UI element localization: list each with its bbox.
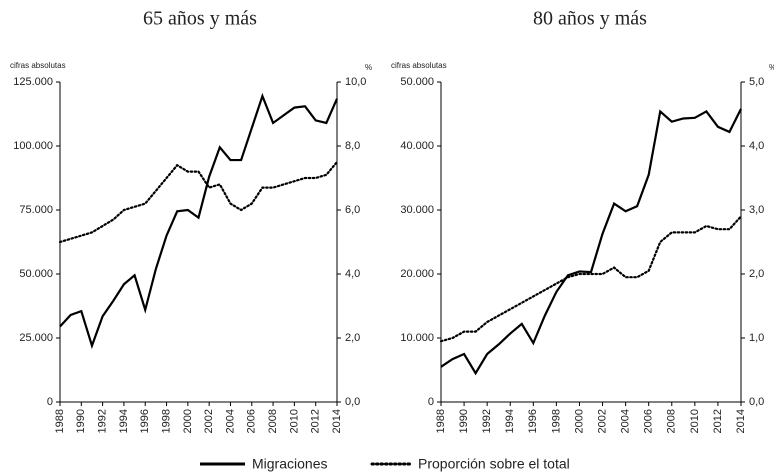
x-tick-label: 2006 [246, 409, 258, 433]
x-tick-label: 1988 [435, 409, 447, 433]
x-tick-label: 2000 [182, 409, 194, 433]
y-tick-label: 0 [47, 396, 53, 408]
y2-tick-label: 10,0 [345, 76, 366, 88]
x-tick-label: 2004 [620, 409, 632, 433]
x-tick-label: 1994 [504, 409, 516, 433]
y2-tick-label: 6,0 [345, 204, 360, 216]
x-tick-label: 2008 [666, 409, 678, 433]
series-line [440, 108, 742, 376]
x-tick-label: 2008 [267, 409, 279, 433]
y2-axis-label: % [769, 63, 774, 72]
y2-axis-label: % [365, 63, 372, 72]
chart-title: 65 años y más [143, 8, 257, 30]
y2-tick-label: 8,0 [345, 140, 360, 152]
x-tick-label: 1998 [160, 409, 172, 433]
x-tick-label: 1990 [458, 409, 470, 433]
y2-tick-label: 2,0 [749, 268, 764, 280]
x-tick-label: 1996 [527, 409, 539, 433]
x-tick-label: 2002 [203, 409, 215, 433]
series-line [439, 215, 743, 343]
y-tick-label: 40.000 [400, 140, 434, 152]
y2-tick-label: 1,0 [749, 332, 764, 344]
x-tick-label: 1992 [97, 409, 109, 433]
y2-tick-label: 0,0 [345, 396, 360, 408]
series-line [58, 160, 339, 244]
y2-tick-label: 3,0 [749, 204, 764, 216]
y-tick-label: 30.000 [400, 204, 434, 216]
x-tick-label: 2010 [689, 409, 701, 433]
x-tick-label: 2014 [735, 409, 747, 433]
legend-label: Proporción sobre el total [418, 456, 570, 472]
y-axis-label: cifras absolutas [391, 61, 447, 70]
x-tick-label: 1996 [139, 409, 151, 433]
x-tick-label: 1994 [118, 409, 130, 433]
x-tick-label: 1990 [75, 409, 87, 433]
y-tick-label: 0 [428, 396, 434, 408]
x-tick-label: 2014 [331, 409, 343, 433]
y-tick-label: 10.000 [400, 332, 434, 344]
y2-tick-label: 5,0 [749, 76, 764, 88]
y-tick-label: 75.000 [19, 204, 53, 216]
y-tick-label: 125.000 [13, 76, 53, 88]
y2-tick-label: 4,0 [749, 140, 764, 152]
x-tick-label: 2000 [573, 409, 585, 433]
y2-tick-label: 4,0 [345, 268, 360, 280]
y-tick-label: 50.000 [400, 76, 434, 88]
x-tick-label: 1998 [550, 409, 562, 433]
x-tick-label: 2006 [643, 409, 655, 433]
legend-label: Migraciones [252, 456, 327, 472]
y-axis-label: cifras absolutas [10, 61, 66, 70]
x-tick-label: 2012 [310, 409, 322, 433]
series-line [59, 92, 339, 350]
chart-title: 80 años y más [533, 8, 647, 30]
y-tick-label: 100.000 [13, 140, 53, 152]
x-tick-label: 1992 [481, 409, 493, 433]
x-tick-label: 2004 [224, 409, 236, 433]
y-tick-label: 50.000 [19, 268, 53, 280]
y-tick-label: 20.000 [400, 268, 434, 280]
y-tick-label: 25.000 [19, 332, 53, 344]
x-tick-label: 2010 [288, 409, 300, 433]
x-tick-label: 2012 [712, 409, 724, 433]
y2-tick-label: 0,0 [749, 396, 764, 408]
x-tick-label: 1988 [54, 409, 66, 433]
y2-tick-label: 2,0 [345, 332, 360, 344]
x-tick-label: 2002 [596, 409, 608, 433]
